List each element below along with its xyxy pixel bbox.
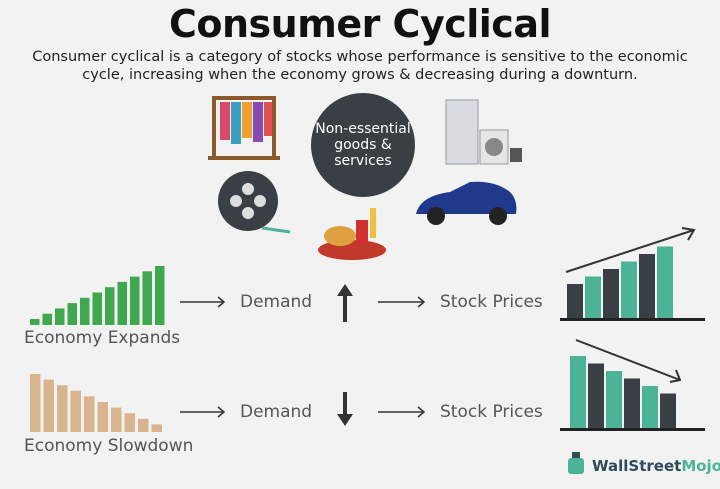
economy-bar: [55, 308, 65, 325]
stock-prices-label: Stock Prices: [440, 292, 543, 312]
stock-bar: [567, 284, 583, 318]
economy-bar: [124, 413, 135, 432]
economy-bar: [70, 390, 81, 432]
economy-bar: [117, 281, 127, 325]
baseline: [560, 318, 705, 321]
clothes-rack-icon: [208, 96, 280, 160]
economy-bar: [151, 424, 162, 432]
stock-bar: [606, 371, 622, 428]
stock-prices-down-chart: [560, 356, 705, 431]
stock-bar: [588, 363, 604, 428]
film-reel-icon: [218, 171, 291, 234]
arrow-right-icon: [180, 296, 426, 418]
economy-bar: [80, 297, 90, 325]
economy-bar: [105, 287, 115, 325]
economy-bar: [111, 407, 122, 432]
economy-bar: [138, 418, 149, 432]
economy-expands-label: Economy Expands: [24, 328, 181, 348]
logo-text: WallStreet: [592, 457, 682, 475]
car-icon: [416, 181, 517, 225]
stock-prices-up-chart: [560, 246, 705, 321]
economy-bar: [67, 303, 77, 325]
economy-bar: [43, 379, 54, 432]
demand-down-arrow-icon: [337, 392, 353, 426]
economy-bar: [30, 374, 41, 432]
fast-food-icon: [318, 208, 386, 260]
non-essential-goods-badge: Non-essential goods & services: [311, 93, 415, 197]
economy-bar: [84, 396, 95, 432]
demand-up-arrow-icon: [337, 284, 353, 322]
stock-bar: [603, 269, 619, 318]
trend-down-arrow-icon: [575, 339, 682, 383]
page-title: Consumer Cyclical: [169, 2, 551, 46]
demand-label: Demand: [240, 292, 313, 312]
trend-up-arrow-icon: [565, 227, 696, 273]
stock-bar: [585, 276, 601, 318]
economy-bar: [30, 319, 40, 325]
subtitle: Consumer cyclical is a category of stock…: [32, 49, 688, 83]
economy-bar: [57, 385, 68, 432]
stock-bar: [570, 356, 586, 428]
economy-bar: [130, 276, 140, 325]
economy-expands-bars: [30, 266, 165, 325]
economy-bar: [92, 292, 102, 325]
logo-text-accent: Mojo: [681, 457, 720, 475]
economy-slowdown-bars: [30, 374, 162, 432]
stock-bar: [657, 246, 673, 318]
appliances-icon: [445, 99, 522, 165]
demand-label: Demand: [240, 402, 313, 422]
stock-bar: [660, 393, 676, 428]
baseline: [560, 428, 705, 431]
economy-bar: [42, 313, 52, 325]
wallstreetmojo-logo-icon: [568, 452, 584, 474]
economy-bar: [97, 402, 108, 432]
stock-prices-label: Stock Prices: [440, 402, 543, 422]
stock-bar: [639, 254, 655, 318]
stock-bar: [621, 261, 637, 318]
stock-bar: [624, 378, 640, 428]
economy-bar: [142, 271, 152, 325]
stock-bar: [642, 386, 658, 428]
economy-slowdown-label: Economy Slowdown: [24, 436, 194, 456]
wallstreetmojo-logo: WallStreetMojo: [592, 457, 720, 475]
economy-bar: [155, 266, 165, 325]
